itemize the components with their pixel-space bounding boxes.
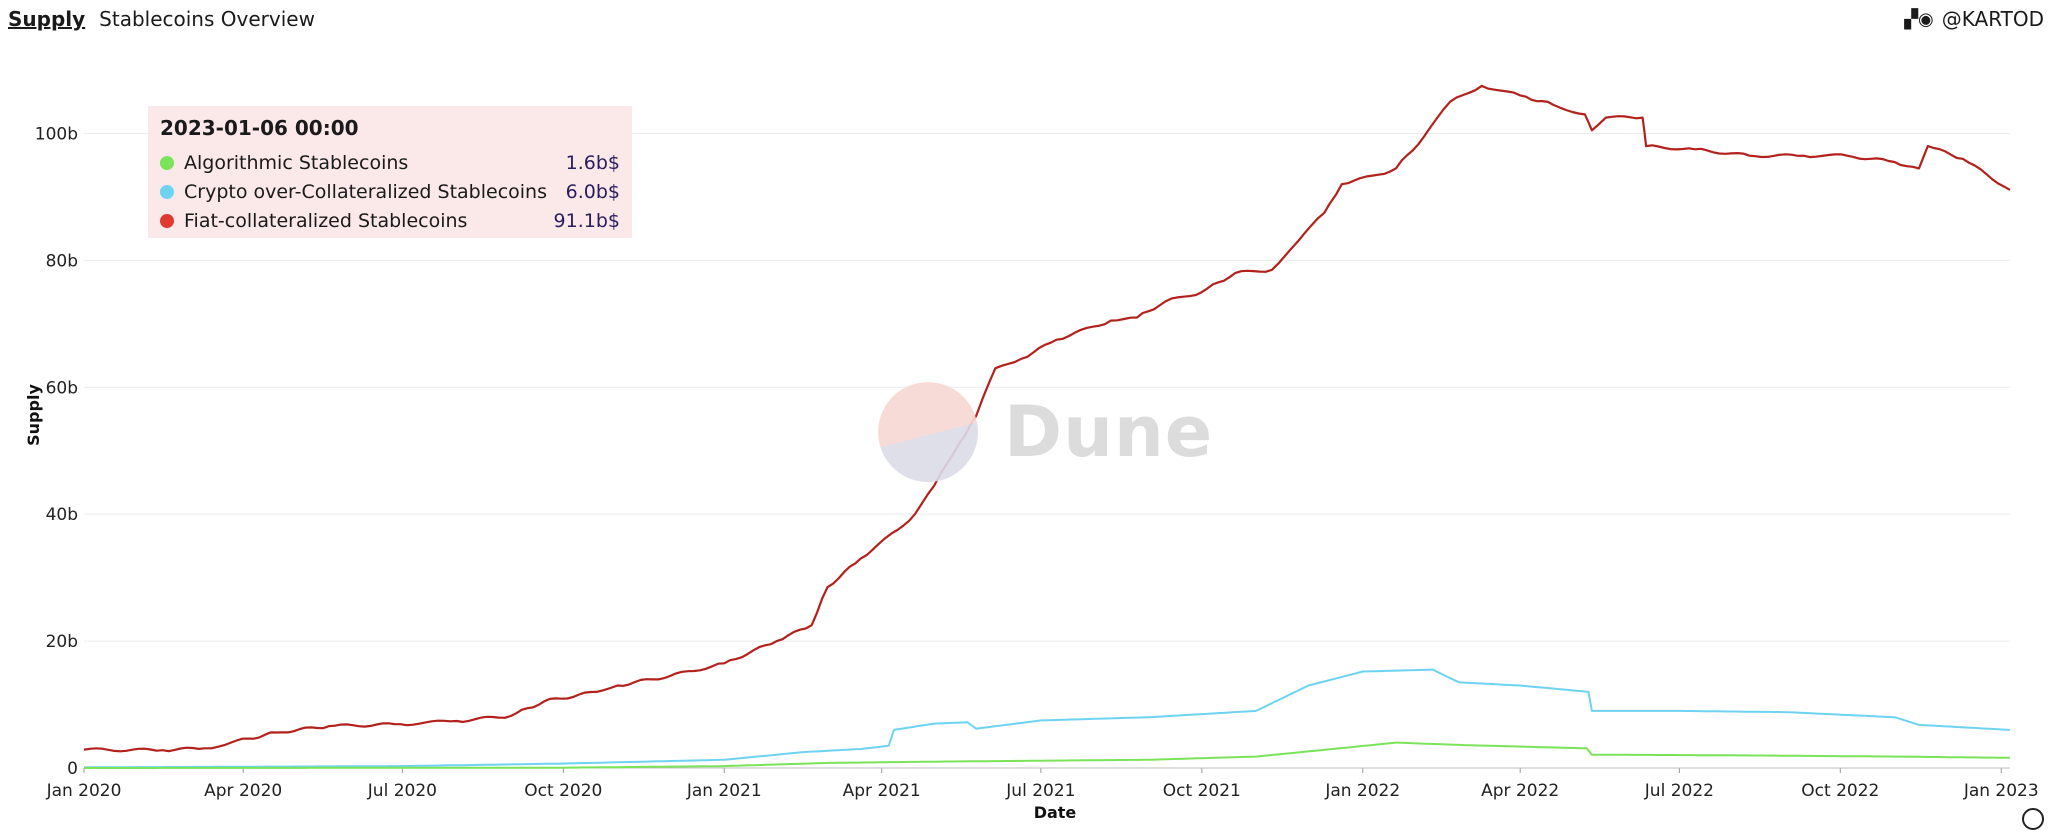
x-axis-title: Date: [1034, 803, 1077, 822]
y-tick-label: 40b: [46, 505, 78, 525]
y-tick-label: 20b: [46, 632, 78, 652]
x-tick-label: Oct 2021: [1163, 781, 1241, 801]
x-tick-label: Jan 2021: [686, 781, 762, 801]
x-tick-label: Jan 2022: [1324, 781, 1400, 801]
series-color-dot: [160, 184, 174, 199]
series-line[interactable]: [83, 668, 2011, 769]
y-axis-ticks: 0 20b 40b 60b 80b 100b: [35, 124, 78, 779]
dune-watermark: Dune: [878, 382, 1213, 482]
x-tick-label: Jul 2020: [367, 781, 437, 801]
x-tick-label: Jul 2022: [1644, 781, 1714, 801]
x-tick-label: Jan 2020: [46, 781, 122, 801]
y-tick-label: 0: [67, 759, 78, 779]
tooltip-series-name: Crypto over-Collateralized Stablecoins: [184, 180, 547, 203]
panel-header: Supply Stablecoins Overview: [8, 4, 315, 34]
series-lines: [83, 84, 2011, 769]
tooltip-series-value: 6.0b$: [565, 180, 620, 203]
series-line[interactable]: [84, 741, 2010, 769]
x-tick-label: Apr 2020: [204, 781, 282, 801]
series-color-dot: [160, 155, 174, 170]
dune-logo-icon: [878, 382, 978, 482]
x-tick-label: Apr 2021: [843, 781, 921, 801]
x-tick-label: Jul 2021: [1005, 781, 1075, 801]
tooltip-series-value: 1.6b$: [565, 151, 620, 174]
chart-subtitle: Stablecoins Overview: [99, 7, 315, 31]
x-axis-ticks: Jan 2020 Apr 2020 Jul 2020 Oct 2020 Jan 2021…: [46, 767, 2039, 801]
y-axis-title: Supply: [24, 384, 43, 446]
tooltip-row: Algorithmic Stablecoins 1.6b$: [160, 148, 620, 177]
hover-tooltip: 2023-01-06 00:00 Algorithmic Stablecoins…: [148, 106, 632, 238]
author-handle: @KARTOD: [1941, 7, 2044, 31]
supply-link[interactable]: Supply: [8, 7, 86, 31]
tooltip-series-name: Fiat-collateralized Stablecoins: [184, 209, 468, 232]
tooltip-series-value: 91.1b$: [553, 209, 620, 232]
series-color-dot: [160, 213, 174, 228]
tooltip-row: Fiat-collateralized Stablecoins 91.1b$: [160, 206, 620, 235]
y-tick-label: 60b: [46, 378, 78, 398]
x-tick-label: Jan 2023: [1963, 781, 2039, 801]
author-badge[interactable]: ▞◉ @KARTOD: [1904, 4, 2044, 34]
tooltip-date: 2023-01-06 00:00: [160, 116, 359, 140]
x-tick-label: Oct 2020: [524, 781, 602, 801]
y-tick-label: 100b: [35, 124, 78, 144]
x-tick-label: Apr 2022: [1481, 781, 1559, 801]
watermark-text: Dune: [1004, 391, 1214, 473]
check-circle-icon[interactable]: [2022, 808, 2044, 830]
tooltip-row: Crypto over-Collateralized Stablecoins 6…: [160, 177, 620, 206]
x-tick-label: Oct 2022: [1801, 781, 1879, 801]
tooltip-series-name: Algorithmic Stablecoins: [184, 151, 409, 174]
series-line[interactable]: [83, 84, 2011, 753]
user-avatar-icon: ▞◉: [1904, 8, 1934, 30]
y-tick-label: 80b: [46, 251, 78, 271]
